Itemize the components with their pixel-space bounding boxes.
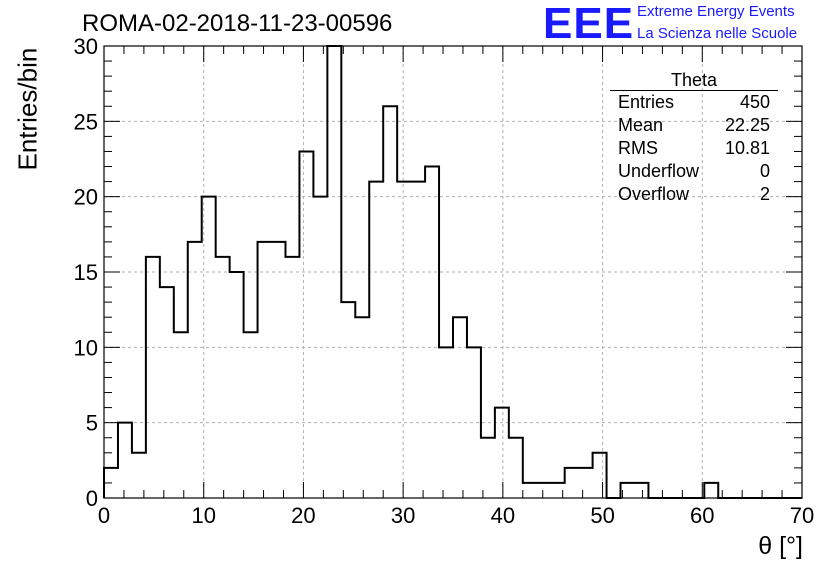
- histogram-bin: [537, 483, 551, 498]
- histogram-bin: [551, 483, 565, 498]
- histogram-bin: [341, 302, 355, 498]
- histogram-bin: [397, 182, 411, 498]
- histogram-bin: [132, 453, 146, 498]
- stats-label: Overflow: [618, 184, 690, 204]
- x-tick-label: 70: [790, 503, 814, 528]
- stats-row-mean: Mean 22.25: [610, 114, 778, 137]
- histogram-bin: [495, 408, 509, 498]
- x-tick-label: 20: [291, 503, 315, 528]
- logo-tagline-2: La Scienza nelle Scuole: [637, 25, 798, 42]
- logo-tagline-1: Extreme Energy Events: [637, 3, 795, 20]
- stats-label: Underflow: [618, 161, 700, 181]
- histogram-bin: [383, 106, 397, 498]
- histogram-bin: [467, 347, 481, 498]
- histogram-bin: [425, 167, 439, 498]
- x-tick-label: 10: [191, 503, 215, 528]
- chart-title: ROMA-02-2018-11-23-00596: [82, 10, 393, 37]
- histogram-bin: [355, 317, 369, 498]
- histogram-bin: [439, 347, 453, 498]
- y-tick-label: 0: [86, 486, 98, 511]
- stats-value: 10.81: [724, 138, 770, 158]
- histogram-bin: [509, 438, 523, 498]
- histogram-bin: [411, 182, 425, 498]
- y-tick-label: 5: [86, 411, 98, 436]
- histogram-bin: [160, 287, 174, 498]
- histogram-bin: [118, 423, 132, 498]
- histogram-bin: [621, 483, 635, 498]
- x-axis-label: θ [°]: [758, 532, 803, 560]
- histogram-bin: [174, 332, 188, 498]
- stats-row-overflow: Overflow 2: [610, 183, 778, 206]
- y-tick-label: 25: [74, 109, 98, 134]
- histogram-bin: [327, 46, 341, 498]
- stats-label: Mean: [618, 115, 664, 135]
- histogram-bin: [285, 257, 299, 498]
- stats-row-entries: Entries 450: [610, 91, 778, 114]
- y-tick-label: 15: [74, 260, 98, 285]
- stats-rows: Entries 450 Mean 22.25 RMS 10.81 Underflow 0 Ove…: [610, 91, 778, 206]
- histogram-bin: [230, 272, 244, 498]
- histogram-bin: [272, 242, 286, 498]
- histogram-bin: [202, 197, 216, 498]
- histogram-bin: [634, 483, 648, 498]
- y-tick-label: 10: [74, 335, 98, 360]
- histogram-bin: [704, 483, 718, 498]
- x-tick-label: 60: [690, 503, 714, 528]
- stats-value: 2: [759, 184, 770, 204]
- histogram-bin: [565, 468, 579, 498]
- stats-value: 450: [739, 92, 770, 112]
- histogram-outline: [103, 45, 802, 499]
- histogram-bin: [216, 257, 230, 498]
- histogram-bin: [146, 257, 160, 498]
- x-tick-label: 40: [491, 503, 515, 528]
- histogram-bin: [593, 453, 607, 498]
- stats-title: Theta: [610, 70, 778, 91]
- histogram-bin: [188, 242, 202, 498]
- stats-value: 0: [759, 161, 770, 181]
- histogram-bin: [258, 242, 272, 498]
- histogram-bin: [481, 438, 495, 498]
- histogram-bin: [299, 151, 313, 498]
- y-tick-label: 30: [74, 34, 98, 59]
- eee-logo: EEE: [543, 0, 635, 48]
- x-tick-label: 50: [590, 503, 614, 528]
- stats-label: RMS: [618, 138, 658, 158]
- histogram-bin: [244, 332, 258, 498]
- stats-box: Theta Entries 450 Mean 22.25 RMS 10.81 Underfl…: [610, 70, 778, 206]
- x-tick-label: 30: [391, 503, 415, 528]
- x-tick-label: 0: [98, 503, 110, 528]
- histogram-bin: [523, 483, 537, 498]
- histogram-bin: [579, 468, 593, 498]
- histogram-bin: [104, 468, 118, 498]
- histogram-bin: [313, 197, 327, 498]
- stats-row-rms: RMS 10.81: [610, 137, 778, 160]
- stats-value: 22.25: [724, 115, 770, 135]
- histogram-bin: [369, 182, 383, 498]
- y-tick-label: 20: [74, 185, 98, 210]
- stats-row-underflow: Underflow 0: [610, 160, 778, 183]
- stats-label: Entries: [618, 92, 675, 112]
- histogram-bin: [453, 317, 467, 498]
